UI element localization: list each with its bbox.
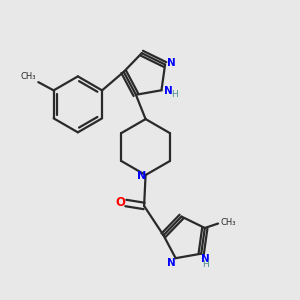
Text: H: H (202, 260, 209, 269)
Text: N: N (201, 254, 210, 264)
Text: CH₃: CH₃ (20, 72, 36, 81)
Text: N: N (167, 259, 176, 269)
Text: N: N (167, 58, 176, 68)
Text: H: H (171, 90, 178, 99)
Text: CH₃: CH₃ (220, 218, 236, 227)
Text: N: N (164, 86, 173, 96)
Text: N: N (137, 171, 147, 181)
Text: O: O (116, 196, 126, 209)
